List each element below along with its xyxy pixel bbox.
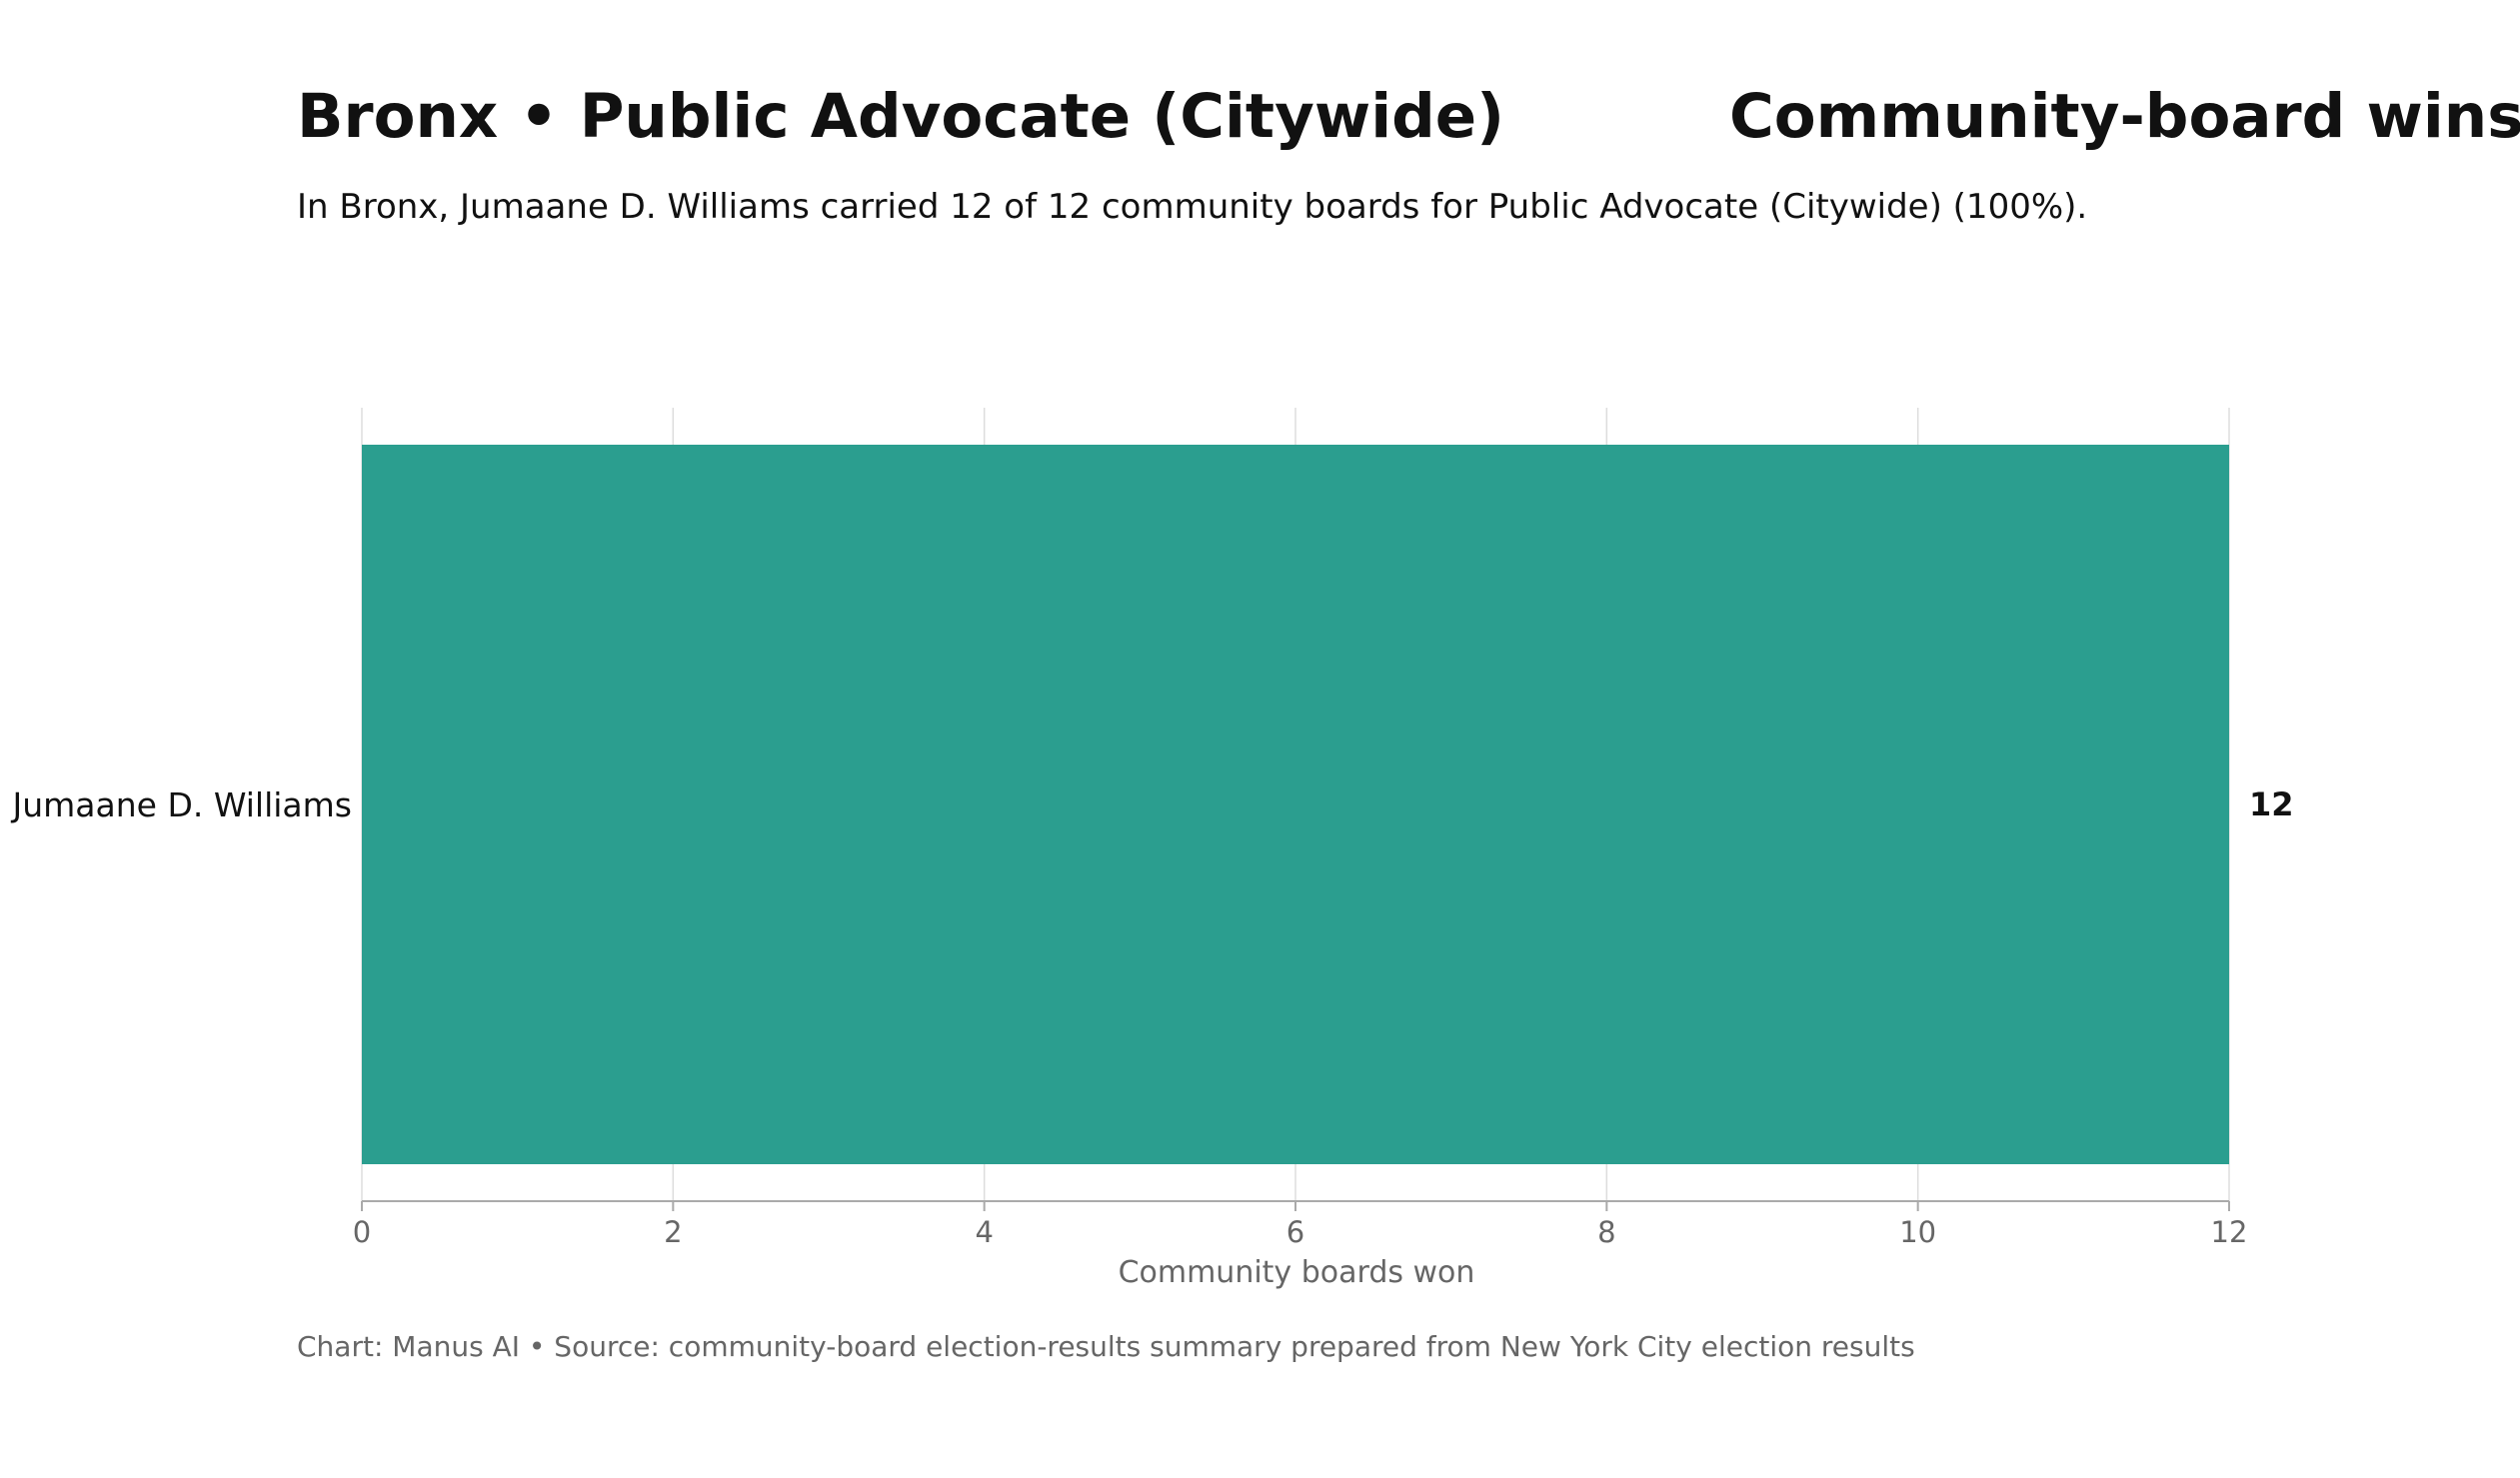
x-tick-label-2: 4 xyxy=(975,1215,993,1249)
x-axis: 0 2 4 6 8 10 12 xyxy=(353,1200,2248,1249)
chart-subtitle: In Bronx, Jumaane D. Williams carried 12… xyxy=(297,187,2087,227)
labels: Jumaane D. Williams 12 xyxy=(11,785,2294,824)
bars xyxy=(362,445,2229,1164)
x-axis-title: Community boards won xyxy=(1119,1255,1475,1290)
x-tick-label-1: 2 xyxy=(664,1215,682,1249)
chart-footnote: Chart: Manus AI • Source: community-boar… xyxy=(297,1330,1915,1363)
chart-title-right: Community-board wins xyxy=(1729,81,2520,152)
x-tick-label-3: 6 xyxy=(1286,1215,1304,1249)
chart-title-left: Bronx • Public Advocate (Citywide) xyxy=(297,81,1504,152)
value-label-0: 12 xyxy=(2249,785,2294,823)
bar-0 xyxy=(362,445,2229,1164)
category-label-0: Jumaane D. Williams xyxy=(11,785,352,824)
x-tick-label-6: 12 xyxy=(2211,1215,2248,1249)
x-tick-label-4: 8 xyxy=(1597,1215,1615,1249)
x-tick-label-5: 10 xyxy=(1899,1215,1936,1249)
x-tick-label-0: 0 xyxy=(353,1215,371,1249)
